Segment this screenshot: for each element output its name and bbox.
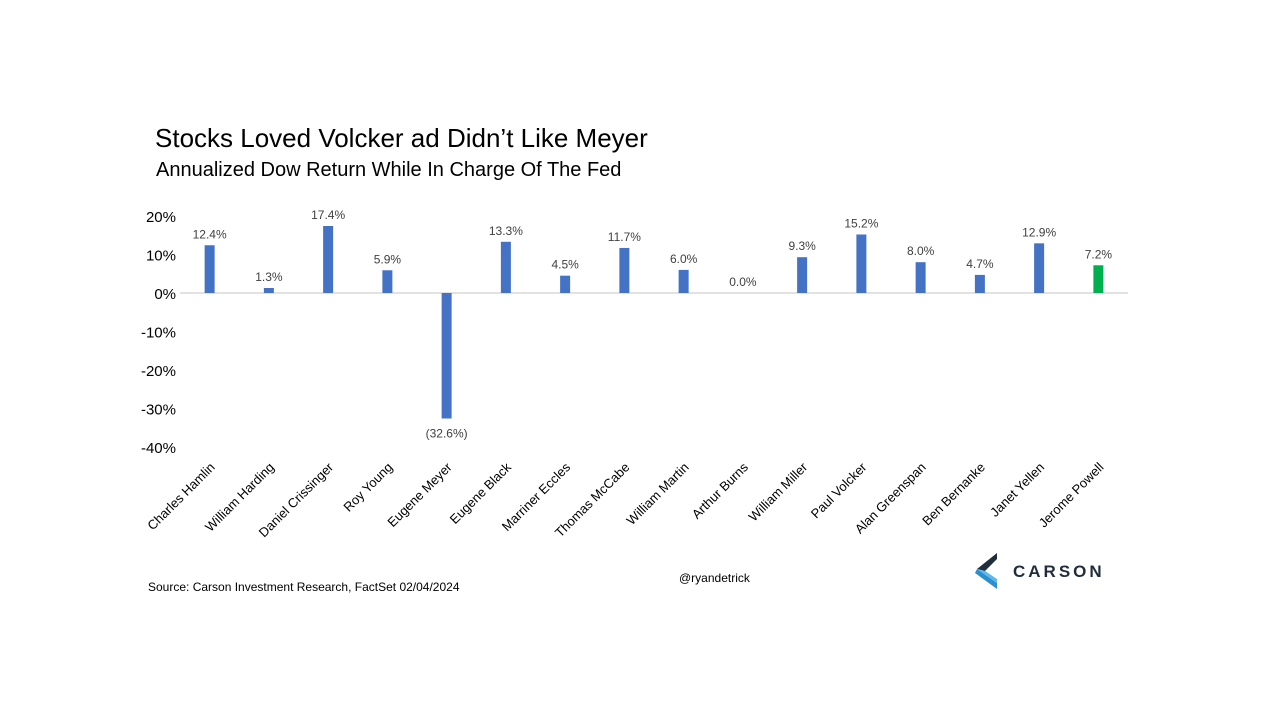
data-label: 11.7%	[608, 230, 641, 244]
x-tick-label: Roy Young	[340, 460, 395, 515]
x-tick-label: William Martin	[623, 460, 691, 528]
data-label: 12.9%	[1022, 225, 1056, 239]
data-label: 13.3%	[489, 224, 523, 238]
bar	[323, 226, 334, 293]
x-tick-label: Paul Volcker	[808, 459, 870, 521]
y-tick-label: -40%	[141, 440, 176, 457]
y-tick-label: -20%	[141, 363, 176, 380]
bar	[1034, 243, 1045, 293]
bar	[263, 287, 274, 293]
data-label: 17.4%	[311, 208, 345, 222]
bar	[856, 234, 867, 293]
bar	[382, 270, 393, 293]
y-tick-label: 20%	[146, 209, 176, 226]
author-handle: @ryandetrick	[679, 571, 750, 585]
data-label: 0.0%	[729, 275, 757, 289]
y-tick-label: -10%	[141, 325, 176, 342]
data-label: 12.4%	[193, 227, 227, 241]
bar	[619, 247, 630, 293]
source-note: Source: Carson Investment Research, Fact…	[148, 580, 460, 594]
data-label: 15.2%	[844, 216, 878, 230]
x-tick-label: Ben Bernanke	[919, 460, 988, 529]
chart-title: Stocks Loved Volcker ad Didn’t Like Meye…	[155, 123, 648, 153]
data-label: 4.7%	[966, 257, 994, 271]
carson-logo: CARSON	[975, 553, 1125, 589]
carson-logo-text: CARSON	[1013, 562, 1105, 581]
data-label: 4.5%	[551, 258, 579, 272]
data-label: 1.3%	[255, 270, 283, 284]
chart-subtitle: Annualized Dow Return While In Charge Of…	[156, 159, 622, 181]
y-tick-label: 0%	[154, 286, 176, 303]
data-label: 9.3%	[788, 239, 816, 253]
x-tick-label: Janet Yellen	[987, 460, 1047, 520]
y-tick-label: -30%	[141, 402, 176, 419]
y-tick-label: 10%	[146, 248, 176, 265]
data-label: 7.2%	[1085, 247, 1113, 261]
bar	[560, 275, 571, 293]
bar	[797, 257, 808, 293]
x-tick-label: Arthur Burns	[689, 459, 752, 522]
data-label: 5.9%	[374, 252, 402, 266]
data-label: 6.0%	[670, 252, 698, 266]
x-tick-label: William Miller	[746, 459, 811, 524]
bar	[204, 245, 215, 293]
bar	[441, 293, 452, 419]
bar	[678, 269, 689, 293]
bar	[915, 262, 926, 293]
bar	[500, 241, 511, 293]
carson-chevron-logo-icon	[975, 553, 997, 589]
data-label: (32.6%)	[426, 427, 468, 441]
data-label: 8.0%	[907, 244, 935, 258]
bar	[974, 274, 985, 293]
bar	[1093, 265, 1104, 293]
